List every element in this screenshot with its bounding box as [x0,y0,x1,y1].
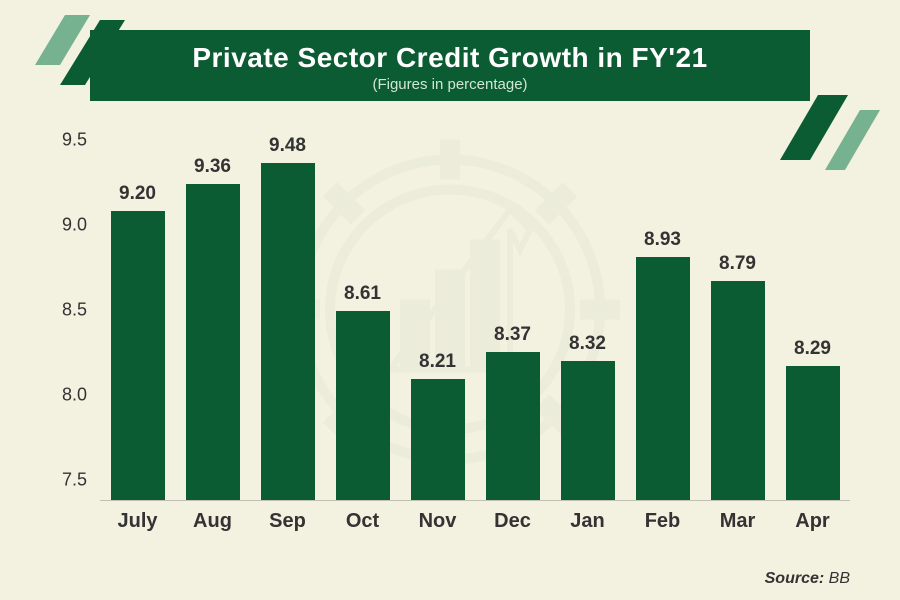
bar-group: 8.32 [558,361,618,500]
x-tick-label: Nov [408,510,468,533]
bar [186,184,240,500]
bar-value-label: 8.21 [419,351,456,373]
bar [411,379,465,500]
chart-title: Private Sector Credit Growth in FY'21 [110,42,790,74]
bar-group: 8.79 [708,281,768,500]
accent-stripes-left-icon [35,15,125,90]
x-tick-label: July [108,510,168,533]
y-tick-label: 9.0 [62,215,87,236]
chart-subtitle: (Figures in percentage) [110,76,790,93]
x-tick-label: Mar [708,510,768,533]
bar [336,311,390,500]
bar-value-label: 8.32 [569,333,606,355]
bar-value-label: 9.48 [269,135,306,157]
x-tick-label: Sep [258,510,318,533]
bar-value-label: 8.93 [644,229,681,251]
x-tick-label: Dec [483,510,543,533]
bar-group: 9.36 [183,184,243,500]
bar-value-label: 8.61 [344,283,381,305]
chart-container: Private Sector Credit Growth in FY'21 (F… [0,0,900,600]
bar-group: 9.20 [108,211,168,500]
accent-stripes-right-icon [780,95,880,175]
bar [786,366,840,500]
bar-value-label: 8.29 [794,338,831,360]
bar-group: 8.93 [633,257,693,500]
y-tick-label: 9.5 [62,130,87,151]
x-tick-label: Apr [783,510,843,533]
bar-value-label: 8.37 [494,324,531,346]
bar-group: 8.29 [783,366,843,500]
bar [561,361,615,500]
x-axis-labels: July Aug Sep Oct Nov Dec Jan Feb Mar Apr [100,501,850,541]
x-tick-label: Jan [558,510,618,533]
y-tick-label: 7.5 [62,470,87,491]
x-tick-label: Oct [333,510,393,533]
bar-value-label: 8.79 [719,253,756,275]
bar [486,352,540,500]
bar [711,281,765,500]
header-band: Private Sector Credit Growth in FY'21 (F… [90,30,810,101]
bar-group: 8.61 [333,311,393,500]
bar [111,211,165,500]
chart-area: 7.58.08.59.09.5 9.209.369.488.618.218.37… [50,161,850,541]
bar [636,257,690,500]
y-tick-label: 8.5 [62,300,87,321]
bar-value-label: 9.20 [119,183,156,205]
bar-group: 9.48 [258,163,318,500]
bar-group: 8.37 [483,352,543,500]
bar-value-label: 9.36 [194,156,231,178]
y-axis: 7.58.08.59.09.5 [50,161,95,501]
x-tick-label: Aug [183,510,243,533]
bar-group: 8.21 [408,379,468,500]
y-tick-label: 8.0 [62,385,87,406]
plot-area: 9.209.369.488.618.218.378.328.938.798.29 [100,161,850,501]
bar [261,163,315,500]
x-tick-label: Feb [633,510,693,533]
